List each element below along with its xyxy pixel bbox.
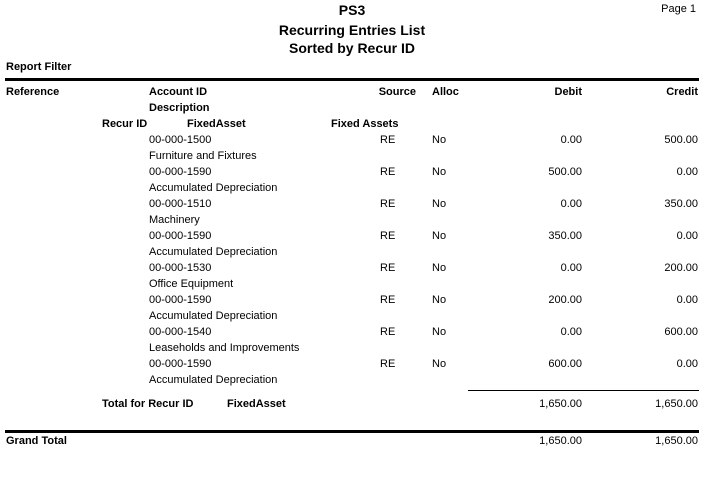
entry-debit: 0.00 (560, 262, 582, 274)
grand-total-credit: 1,650.00 (655, 435, 698, 447)
col-alloc: Alloc (432, 86, 459, 98)
entry-account-id: 00-000-1590 (149, 358, 212, 370)
group-label: Recur ID (102, 118, 148, 130)
group-total-id: FixedAsset (227, 398, 286, 410)
grand-total-label: Grand Total (6, 435, 67, 447)
entry-description: Office Equipment (149, 278, 234, 290)
entry-account-id: 00-000-1500 (149, 134, 212, 146)
entry-alloc: No (432, 166, 447, 178)
page-number: Page 1 (661, 3, 696, 15)
entry-credit: 0.00 (676, 230, 698, 242)
entry-source: RE (380, 166, 396, 178)
col-description: Description (149, 102, 210, 114)
group-id: FixedAsset (187, 118, 246, 130)
group-total-credit: 1,650.00 (655, 398, 698, 410)
grand-total-rule (5, 430, 699, 433)
entry-source: RE (380, 358, 396, 370)
entry-description: Furniture and Fixtures (149, 150, 257, 162)
entry-description: Accumulated Depreciation (149, 310, 278, 322)
entry-account-id: 00-000-1510 (149, 198, 212, 210)
report-filter: Report Filter (6, 61, 72, 73)
entry-alloc: No (432, 326, 447, 338)
entry-debit: 500.00 (548, 166, 582, 178)
entry-alloc: No (432, 294, 447, 306)
entry-debit: 600.00 (548, 358, 582, 370)
col-account-id: Account ID (149, 86, 208, 98)
entry-credit: 200.00 (664, 262, 698, 274)
entry-alloc: No (432, 230, 447, 242)
group-total-debit: 1,650.00 (539, 398, 582, 410)
header-rule (5, 78, 699, 81)
entry-description: Accumulated Depreciation (149, 182, 278, 194)
entry-alloc: No (432, 198, 447, 210)
entry-credit: 600.00 (664, 326, 698, 338)
entry-debit: 0.00 (560, 326, 582, 338)
entry-credit: 0.00 (676, 358, 698, 370)
total-rule (468, 390, 699, 391)
col-debit: Debit (554, 86, 583, 98)
entry-credit: 0.00 (676, 166, 698, 178)
entry-credit: 350.00 (664, 198, 698, 210)
entry-account-id: 00-000-1590 (149, 230, 212, 242)
entry-debit: 0.00 (560, 198, 582, 210)
entry-alloc: No (432, 262, 447, 274)
entry-account-id: 00-000-1540 (149, 326, 212, 338)
entry-source: RE (380, 262, 396, 274)
entry-description: Leaseholds and Improvements (149, 342, 300, 354)
col-credit: Credit (666, 86, 698, 98)
col-source: Source (378, 86, 416, 98)
entry-description: Machinery (149, 214, 200, 226)
entry-account-id: 00-000-1590 (149, 294, 212, 306)
entry-source: RE (380, 326, 396, 338)
entry-source: RE (380, 198, 396, 210)
entry-account-id: 00-000-1530 (149, 262, 212, 274)
entry-credit: 0.00 (676, 294, 698, 306)
entry-description: Accumulated Depreciation (149, 246, 278, 258)
entry-alloc: No (432, 134, 447, 146)
company-name: PS3 (338, 2, 366, 18)
entry-source: RE (380, 134, 396, 146)
entry-alloc: No (432, 358, 447, 370)
report-title: Recurring Entries List (278, 22, 426, 38)
entry-account-id: 00-000-1590 (149, 166, 212, 178)
col-reference: Reference (6, 86, 60, 98)
grand-total-debit: 1,650.00 (539, 435, 582, 447)
group-total-label: Total for Recur ID (102, 398, 194, 410)
entry-credit: 500.00 (664, 134, 698, 146)
entry-debit: 0.00 (560, 134, 582, 146)
entry-source: RE (380, 230, 396, 242)
entry-debit: 350.00 (548, 230, 582, 242)
entry-description: Accumulated Depreciation (149, 374, 278, 386)
report-subtitle: Sorted by Recur ID (288, 40, 416, 56)
group-name: Fixed Assets (331, 118, 399, 130)
entry-debit: 200.00 (548, 294, 582, 306)
entry-source: RE (380, 294, 396, 306)
